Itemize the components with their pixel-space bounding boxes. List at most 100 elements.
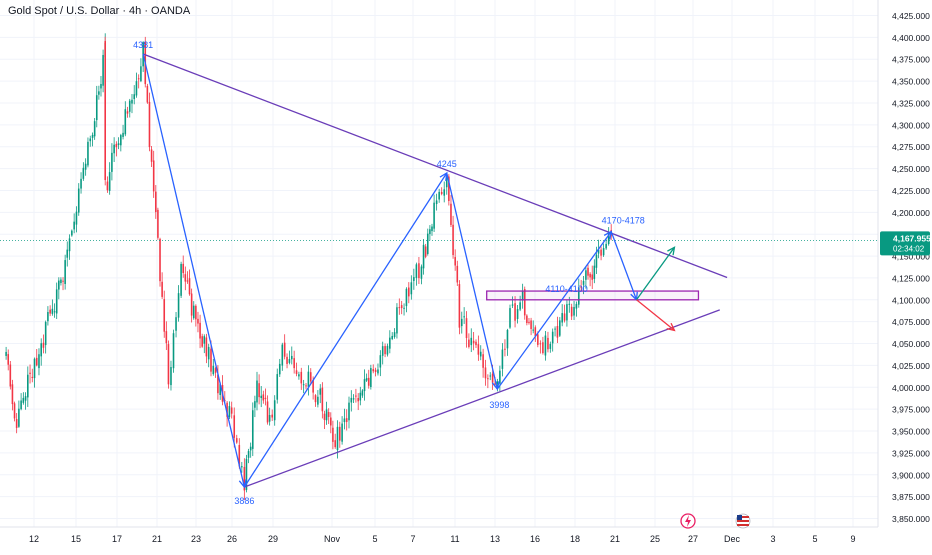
wave-segment — [243, 172, 448, 488]
candle-body — [445, 176, 448, 188]
candle-body — [352, 398, 355, 400]
candle-body — [438, 191, 440, 200]
candle-body — [504, 348, 506, 350]
candle-body — [325, 409, 328, 421]
candle-body — [98, 91, 100, 95]
candle-body — [146, 85, 149, 103]
candle-body — [290, 355, 293, 360]
candle-body — [350, 397, 353, 403]
candle-body — [64, 260, 66, 284]
candle-body — [605, 243, 607, 249]
candle-body — [435, 200, 438, 205]
candle-body — [587, 267, 589, 276]
candle-body — [448, 176, 450, 201]
candle-body — [254, 401, 256, 408]
candle-body — [302, 384, 305, 386]
price-tick-label: 3,850.000 — [892, 514, 930, 524]
candle-body — [264, 397, 267, 400]
bullish-path-arrow — [635, 246, 675, 301]
candle-body — [219, 383, 221, 396]
candle-body — [479, 351, 482, 357]
flash-icon[interactable] — [680, 513, 696, 529]
candle-body — [288, 359, 291, 363]
candle-body — [511, 304, 514, 306]
time-tick-label: 16 — [530, 534, 540, 544]
candle-body — [300, 371, 303, 384]
candle-body — [33, 358, 36, 379]
candle-body — [343, 418, 346, 423]
candle-body — [35, 357, 38, 366]
candle-body — [452, 224, 454, 256]
candle-body — [170, 367, 172, 386]
candle-body — [580, 286, 582, 288]
candle-body — [336, 426, 339, 451]
time-tick-label: 12 — [29, 534, 39, 544]
candle-body — [379, 355, 382, 368]
price-tick-label: 4,125.000 — [892, 273, 930, 283]
candle-body — [60, 279, 62, 284]
us-flag-icon[interactable] — [735, 513, 751, 529]
candle-body — [113, 144, 115, 154]
price-tick-label: 3,950.000 — [892, 427, 930, 437]
candle-body — [77, 188, 80, 213]
price-tick-label: 4,150.000 — [892, 252, 930, 262]
candle-body — [273, 400, 276, 421]
candle-body — [150, 149, 153, 162]
candle-body — [312, 380, 314, 393]
candle-body — [396, 307, 398, 334]
candle-body — [363, 379, 366, 392]
price-axis: 4,425.000 4,400.000 4,375.000 4,350.000 4,32… — [880, 11, 931, 524]
time-tick-label: 21 — [152, 534, 162, 544]
candle-body — [365, 378, 368, 381]
candle-body — [570, 306, 573, 317]
candle-body — [188, 278, 191, 295]
candle-body — [15, 419, 18, 428]
candle-body — [327, 412, 330, 417]
candle-body — [332, 427, 334, 442]
candle-body — [175, 317, 177, 331]
candle-body — [458, 284, 461, 328]
candle-body — [359, 392, 362, 401]
candle-body — [595, 254, 598, 268]
candle-body — [454, 257, 456, 266]
label-mid-high: 4245 — [437, 159, 457, 169]
candle-body — [494, 383, 496, 385]
candle-body — [534, 327, 537, 337]
time-tick-label: 17 — [112, 534, 122, 544]
candle-body — [305, 385, 307, 387]
candle-body — [167, 344, 170, 385]
candle-body — [286, 356, 288, 364]
candle-body — [40, 343, 43, 357]
candle-body — [559, 320, 561, 336]
candle-body — [95, 95, 98, 121]
candle-body — [357, 398, 359, 402]
time-tick-label: 5 — [372, 534, 377, 544]
candle-body — [348, 402, 350, 421]
candle-body — [241, 466, 243, 468]
candle-body — [84, 163, 87, 170]
candle-body — [100, 84, 102, 89]
candle-body — [482, 354, 484, 368]
wave-arrowhead — [238, 479, 247, 489]
price-tick-label: 3,900.000 — [892, 470, 930, 480]
price-tick-label: 4,250.000 — [892, 164, 930, 174]
current-price-tag — [880, 231, 930, 256]
candle-body — [561, 313, 563, 323]
label-high: 4381 — [133, 40, 153, 50]
candle-body — [431, 226, 433, 232]
candle-body — [487, 378, 489, 380]
candle-body — [192, 305, 195, 319]
candle-body — [516, 309, 519, 319]
price-tick-label: 4,025.000 — [892, 361, 930, 371]
price-tick-label: 4,050.000 — [892, 339, 930, 349]
candle-body — [260, 395, 263, 398]
candle-body — [140, 66, 142, 82]
current-price-value: 4,167.955 — [893, 233, 931, 243]
candle-body — [367, 377, 370, 386]
price-tick-label: 4,275.000 — [892, 142, 930, 152]
price-tick-label: 4,200.000 — [892, 208, 930, 218]
candle-body — [521, 290, 524, 301]
candle-body — [276, 374, 279, 400]
candle-body — [403, 307, 405, 309]
